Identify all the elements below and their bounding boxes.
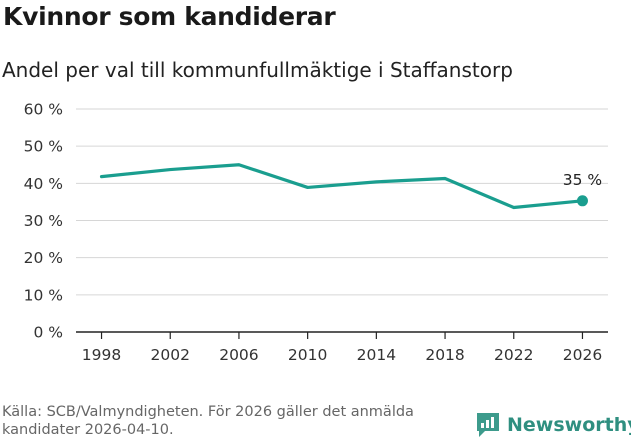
y-tick-label: 10 % (24, 286, 63, 304)
y-tick-label: 20 % (24, 249, 63, 267)
x-tick-label: 2002 (151, 346, 190, 364)
brand-name: Newsworthy (507, 414, 631, 436)
x-tick-label: 2018 (425, 346, 464, 364)
x-axis-ticks: 1998 2002 2006 2010 2014 2018 2022 2026 (82, 332, 602, 364)
brand-logo: Newsworthy (475, 409, 631, 441)
x-tick-label: 2010 (288, 346, 327, 364)
chart-title: Kvinnor som kandiderar (3, 2, 336, 31)
y-tick-label: 50 % (24, 138, 63, 156)
y-axis-ticks: 0 % 10 % 20 % 30 % 40 % 50 % 60 % (24, 101, 63, 342)
y-tick-label: 60 % (24, 101, 63, 119)
gridlines (76, 108, 608, 333)
series-line (99, 163, 585, 210)
y-tick-label: 40 % (24, 175, 63, 193)
line-chart: 0 % 10 % 20 % 30 % 40 % 50 % 60 % 1998 2002 2006… (24, 101, 608, 364)
data-points (576, 195, 588, 207)
data-point-last (576, 195, 588, 207)
data-labels: 35 % (563, 171, 602, 189)
series-lines (99, 163, 585, 210)
y-tick-label: 30 % (24, 212, 63, 230)
x-tick-label: 2022 (494, 346, 533, 364)
y-tick-label: 0 % (33, 324, 63, 342)
x-tick-label: 2006 (219, 346, 258, 364)
x-tick-label: 2026 (563, 346, 602, 364)
source-note: Källa: SCB/Valmyndigheten. För 2026 gäll… (2, 404, 414, 438)
data-label-last: 35 % (563, 171, 602, 189)
x-tick-label: 2014 (357, 346, 396, 364)
chart-subtitle: Andel per val till kommunfullmäktige i S… (2, 58, 513, 82)
newsworthy-logo-icon (477, 413, 499, 437)
x-tick-label: 1998 (82, 346, 121, 364)
